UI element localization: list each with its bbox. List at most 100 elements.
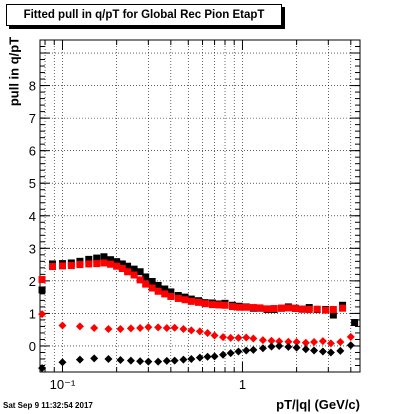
data-point [310, 346, 319, 355]
data-point [154, 323, 163, 332]
y-tick-label: 0 [29, 339, 36, 354]
y-tick-label: 6 [29, 144, 36, 159]
data-point [118, 260, 126, 268]
data-point [104, 325, 113, 334]
data-point [58, 358, 67, 367]
data-point [195, 327, 204, 336]
data-point [210, 352, 219, 361]
data-point [90, 354, 99, 363]
data-point [136, 324, 145, 333]
data-point [154, 281, 162, 289]
data-point [313, 305, 321, 313]
data-point [90, 324, 99, 333]
data-point [318, 337, 327, 346]
data-point [124, 268, 132, 276]
data-point [278, 304, 286, 312]
data-point [130, 265, 138, 273]
data-point [346, 341, 355, 350]
data-point [242, 333, 251, 342]
data-point [305, 306, 313, 314]
data-point [249, 345, 258, 354]
data-point [67, 262, 75, 270]
data-point [215, 301, 223, 309]
data-point [234, 333, 243, 342]
data-point [113, 262, 121, 270]
data-point [267, 336, 276, 345]
data-point [38, 276, 46, 284]
y-tick-label: 2 [29, 274, 36, 289]
data-point [144, 323, 153, 332]
data-point [136, 276, 144, 284]
data-point [208, 301, 216, 309]
chart-title: Fitted pull in q/pT for Global Rec Pion … [6, 4, 282, 26]
series-2 [38, 310, 355, 348]
data-point [100, 253, 108, 261]
data-point [256, 304, 264, 312]
data-point [148, 278, 156, 286]
data-point [275, 337, 284, 346]
data-point [107, 256, 115, 264]
y-tick-label: 8 [29, 79, 36, 94]
data-point [351, 319, 359, 327]
data-point [318, 347, 327, 356]
data-point [75, 355, 84, 364]
data-point [201, 300, 209, 308]
y-tick-label: 7 [29, 111, 36, 126]
data-point [242, 346, 251, 355]
data-point [203, 352, 212, 361]
data-point [339, 304, 347, 312]
data-point [154, 357, 163, 366]
timestamp: Sat Sep 9 11:32:54 2017 [3, 401, 93, 410]
data-point [301, 338, 310, 347]
data-point [58, 262, 66, 270]
data-point [126, 324, 135, 333]
plot-frame [39, 39, 361, 373]
data-point [161, 285, 169, 293]
y-axis-label: pull in q/pT [6, 36, 22, 107]
data-point [284, 304, 292, 312]
data-point [284, 342, 293, 351]
x-axis-label: pT/|q| (GeV/c) [276, 397, 360, 412]
data-point [195, 353, 204, 362]
y-tick-label: 3 [29, 241, 36, 256]
data-point [235, 303, 243, 311]
data-point [258, 344, 267, 353]
data-point [116, 355, 125, 364]
data-point [219, 350, 228, 359]
grid [40, 40, 360, 372]
data-point [221, 301, 229, 309]
data-point [144, 357, 153, 366]
data-point [226, 333, 235, 342]
data-point [142, 273, 150, 281]
data-point [136, 357, 145, 366]
data-point [210, 331, 219, 340]
data-point [298, 305, 306, 313]
series-1 [38, 259, 347, 314]
data-point [284, 337, 293, 346]
data-point [116, 325, 125, 334]
data-point [113, 258, 121, 266]
data-point [48, 263, 56, 271]
data-point [326, 339, 335, 348]
data-point [187, 326, 196, 335]
data-point [148, 284, 156, 292]
data-point [322, 306, 330, 314]
data-point [234, 347, 243, 356]
data-point [346, 332, 355, 341]
data-point [100, 259, 108, 267]
data-point [85, 255, 93, 263]
x-tick-label: 10⁻¹ [50, 377, 76, 392]
data-point [226, 349, 235, 358]
data-point [270, 305, 278, 313]
data-point [326, 348, 335, 357]
axes: 0 1 2 3 4 5 6 7 8 10⁻¹ 1 [29, 39, 361, 392]
data-point [124, 262, 132, 270]
data-point [38, 310, 47, 319]
y-tick-label: 1 [29, 306, 36, 321]
data-point [181, 296, 189, 304]
data-point [258, 336, 267, 345]
data-point [263, 305, 271, 313]
y-tick-label: 5 [29, 176, 36, 191]
data-point [228, 303, 236, 311]
